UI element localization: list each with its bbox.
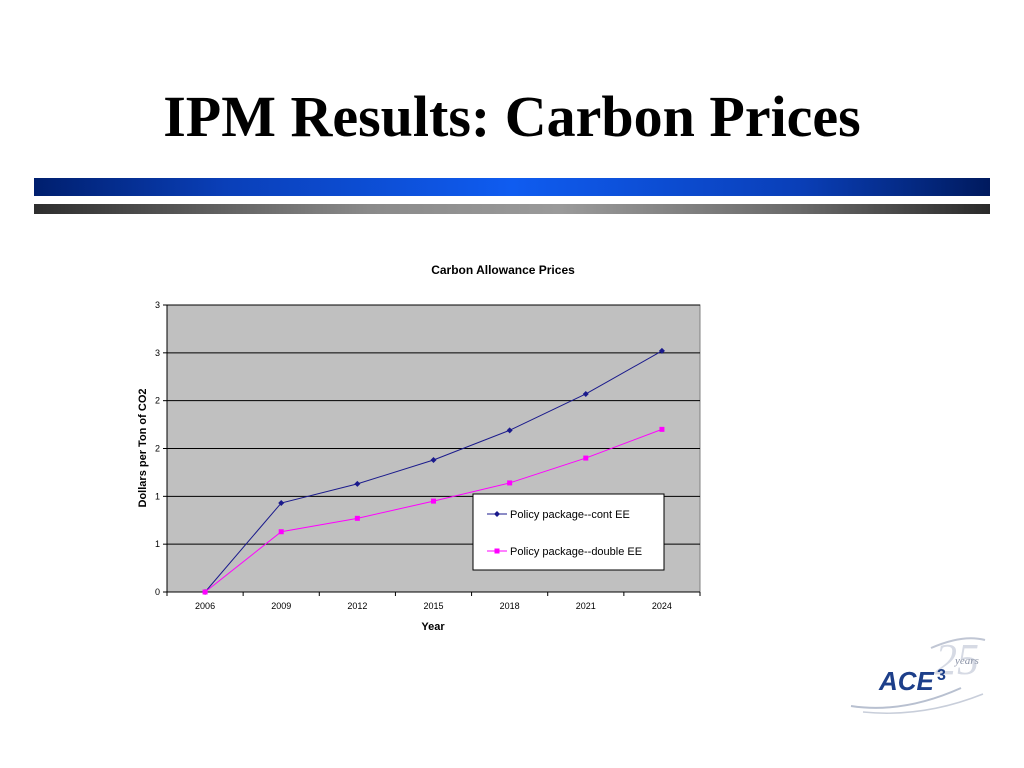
series-2-point bbox=[659, 426, 665, 432]
x-tick-label: 2015 bbox=[423, 601, 443, 611]
x-tick-label: 2012 bbox=[347, 601, 367, 611]
series-2-point bbox=[278, 529, 284, 535]
logo-text: ACE bbox=[878, 666, 935, 696]
series-2-point bbox=[507, 480, 513, 486]
x-tick-label: 2021 bbox=[576, 601, 596, 611]
x-tick-label: 2009 bbox=[271, 601, 291, 611]
y-tick-label: 1 bbox=[155, 491, 160, 501]
series-1-point bbox=[354, 480, 361, 487]
legend bbox=[472, 493, 665, 571]
logo-script-text: years bbox=[954, 655, 979, 667]
y-tick-label: 3 bbox=[155, 300, 160, 310]
x-tick-label: 2024 bbox=[652, 601, 672, 611]
legend-label: Policy package--cont EE bbox=[510, 509, 630, 521]
y-tick-label: 0 bbox=[155, 587, 160, 597]
logo-superscript: 3 bbox=[937, 667, 946, 684]
series-2-point bbox=[583, 455, 589, 461]
legend-swatch-marker bbox=[494, 548, 500, 554]
x-tick-label: 2018 bbox=[500, 601, 520, 611]
y-tick-label: 2 bbox=[155, 444, 160, 454]
series-1-point bbox=[582, 390, 589, 397]
x-axis-label: Year bbox=[421, 621, 445, 633]
legend-swatch-marker bbox=[494, 511, 500, 517]
y-tick-label: 1 bbox=[155, 539, 160, 549]
series-2-point bbox=[202, 589, 208, 595]
series-1-point bbox=[278, 500, 285, 507]
y-axis-label: Dollars per Ton of CO2 bbox=[137, 389, 149, 508]
slide-title: IPM Results: Carbon Prices bbox=[163, 84, 861, 149]
title-underline-blue bbox=[34, 178, 990, 196]
series-1-point bbox=[658, 347, 665, 354]
title-underline-gray bbox=[34, 204, 990, 214]
y-tick-label: 2 bbox=[155, 396, 160, 406]
x-tick-label: 2006 bbox=[195, 601, 215, 611]
ace3-logo: 25 years ACE 3 bbox=[850, 635, 986, 714]
logo-numeral: 25 bbox=[935, 635, 979, 684]
series-1-point bbox=[430, 456, 437, 463]
legend-label: Policy package--double EE bbox=[510, 546, 642, 558]
series-2-point bbox=[354, 515, 360, 521]
y-tick-label: 3 bbox=[155, 348, 160, 358]
chart-title: Carbon Allowance Prices bbox=[431, 263, 575, 277]
series-2-point bbox=[431, 498, 436, 504]
series-1-point bbox=[506, 427, 513, 434]
